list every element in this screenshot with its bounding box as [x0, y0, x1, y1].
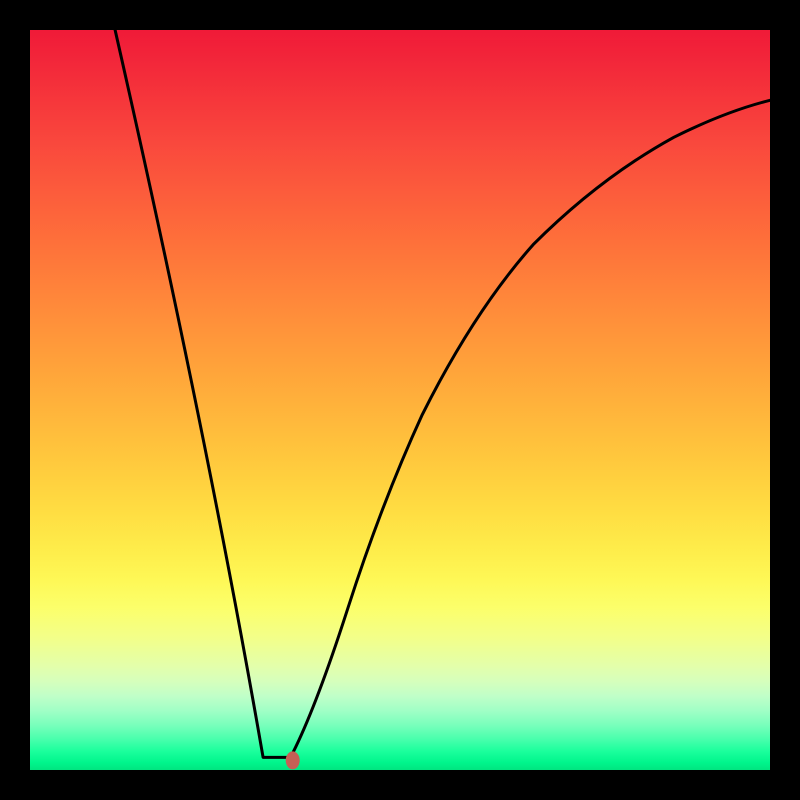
bottleneck-chart [0, 0, 800, 800]
optimum-marker [286, 751, 300, 769]
